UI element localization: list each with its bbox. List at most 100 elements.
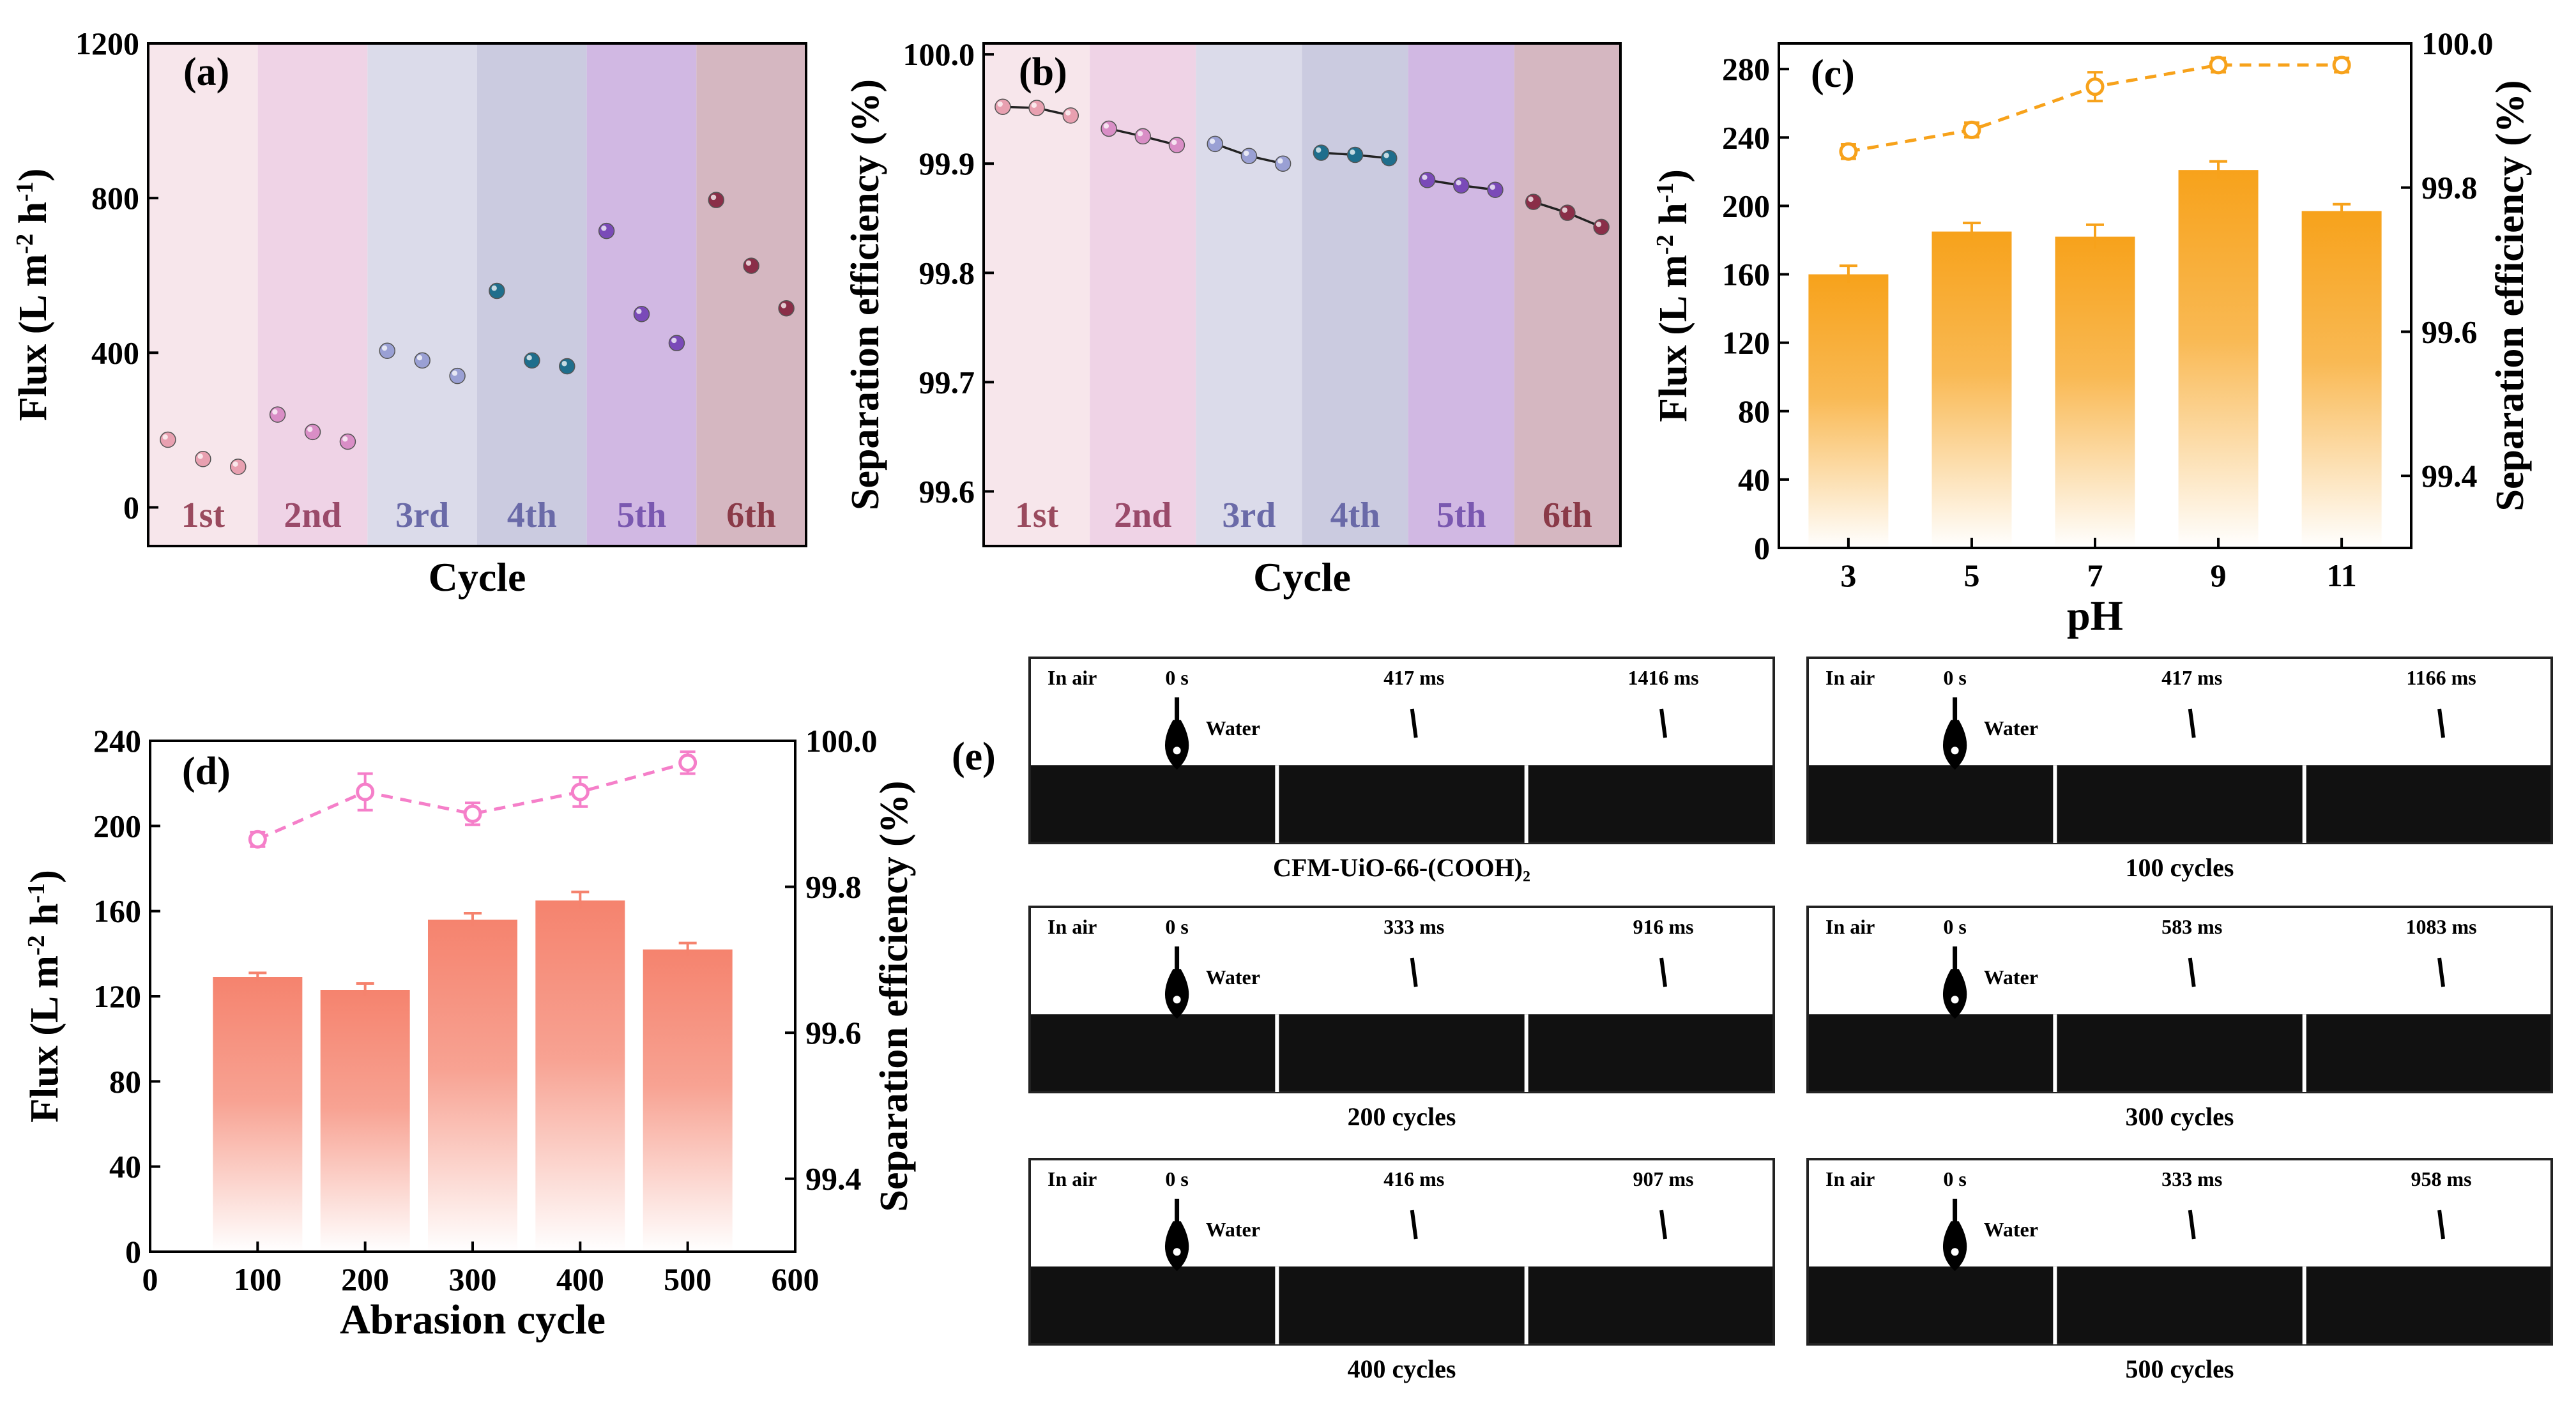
flux-bar xyxy=(2178,170,2259,548)
cycle-band xyxy=(257,43,368,546)
flux-bar xyxy=(1932,231,2012,548)
flux-bar xyxy=(535,900,625,1252)
water-label: Water xyxy=(1206,966,1260,989)
y-tick-label: 160 xyxy=(1722,257,1770,292)
data-point xyxy=(1134,128,1151,145)
data-point-highlight xyxy=(1316,147,1322,153)
frame-label-time: 0 s xyxy=(1943,666,1966,689)
panel-b: 1st 2nd 3rd 4th 5th 6th 99.6 99.7 99.8 99.9 100.0 (… xyxy=(844,36,1622,600)
x-tick-label: 300 xyxy=(449,1261,497,1297)
water-label: Water xyxy=(1206,1218,1260,1241)
water-label: Water xyxy=(1984,1218,2038,1241)
data-point xyxy=(230,459,247,475)
water-label: Water xyxy=(1984,717,2038,740)
water-droplet xyxy=(1942,969,1967,1019)
frame-label-time: 0 s xyxy=(1943,1167,1966,1190)
data-point xyxy=(1168,137,1185,153)
y2-tick-label: 99.4 xyxy=(805,1161,862,1197)
frame-label-time: 1166 ms xyxy=(2406,666,2476,689)
data-point-highlight xyxy=(272,409,278,415)
efficiency-point xyxy=(463,804,482,823)
data-point xyxy=(1274,155,1292,172)
y-tick-label: 0 xyxy=(123,489,139,525)
droplet-highlight xyxy=(1173,1248,1181,1256)
frame-divider xyxy=(2302,765,2306,843)
band-label: 4th xyxy=(1330,496,1380,535)
x-tick-label: 9 xyxy=(2211,558,2227,593)
frame-label-time: 907 ms xyxy=(1633,1167,1693,1190)
panel-c: 0 40 80 120 160 200 240 280 99.4 99.6 99.8 100.0 3 5 7… xyxy=(1652,26,2532,639)
data-point-highlight xyxy=(381,345,388,351)
frame-divider xyxy=(1275,1266,1279,1344)
needle-tip xyxy=(2188,708,2196,738)
panel-label: (b) xyxy=(1019,50,1067,94)
data-point-highlight xyxy=(416,355,423,361)
cycle-band xyxy=(1196,43,1302,546)
data-point xyxy=(1525,194,1542,210)
needle-tip xyxy=(1659,1210,1668,1240)
y-tick-label: 80 xyxy=(1738,393,1770,429)
frame-label-time: 916 ms xyxy=(1633,915,1693,938)
frame-divider xyxy=(2302,1266,2306,1344)
needle-tip xyxy=(2437,708,2446,738)
efficiency-point xyxy=(2209,56,2228,75)
cycle-band xyxy=(1514,43,1620,546)
data-point-highlight xyxy=(1277,158,1283,164)
efficiency-point xyxy=(248,830,267,849)
y-tick-label: 800 xyxy=(91,180,139,216)
frame-label-time: 333 ms xyxy=(1383,915,1444,938)
y-tick-label: 99.9 xyxy=(919,146,975,181)
water-label: Water xyxy=(1984,966,2038,989)
droplet-highlight xyxy=(1951,747,1959,755)
data-point xyxy=(160,431,176,448)
needle-tip xyxy=(2437,1210,2446,1240)
contact-angle-photo: In air 0 s 333 ms 916 ms Water 200 cycles xyxy=(1028,906,1775,1131)
data-point-highlight xyxy=(1383,153,1389,158)
data-point xyxy=(1028,100,1045,116)
efficiency-point xyxy=(678,753,697,772)
data-point-highlight xyxy=(1456,180,1461,186)
y-tick-label: 400 xyxy=(91,335,139,370)
needle-tip xyxy=(1410,1210,1418,1240)
frame-label-time: 0 s xyxy=(1165,666,1188,689)
frame-divider xyxy=(1524,1266,1528,1344)
data-point-highlight xyxy=(1209,139,1216,144)
data-point-highlight xyxy=(1490,184,1495,190)
data-point-highlight xyxy=(232,461,238,467)
y-tick-label: 0 xyxy=(125,1234,141,1270)
panel-d: 0 40 80 120 160 200 240 99.4 99.6 99.8 100.0 0 100 20… xyxy=(23,723,916,1343)
needle-tip xyxy=(2188,957,2196,987)
data-point-highlight xyxy=(526,355,532,361)
needle-tip xyxy=(1410,708,1418,738)
frame-divider xyxy=(1275,765,1279,843)
x-tick-label: 11 xyxy=(2326,558,2356,593)
frame-divider xyxy=(2053,765,2057,843)
data-point xyxy=(449,367,466,384)
data-point xyxy=(1487,181,1504,199)
efficiency-point xyxy=(2085,77,2105,96)
flux-bar xyxy=(643,949,733,1252)
efficiency-point xyxy=(1962,120,1981,139)
contact-angle-photo: In air 0 s 416 ms 907 ms Water 400 cycles xyxy=(1028,1158,1775,1383)
frame-divider xyxy=(1275,1014,1279,1092)
data-point xyxy=(524,352,540,369)
membrane-surface xyxy=(1809,1014,2550,1091)
data-point-highlight xyxy=(1596,222,1602,227)
data-point xyxy=(633,306,650,323)
y2-tick-label: 99.8 xyxy=(805,869,862,905)
water-droplet xyxy=(1164,969,1189,1019)
frame-label-time: 0 s xyxy=(1943,915,1966,938)
data-point xyxy=(708,192,724,208)
y-tick-label: 40 xyxy=(1738,462,1770,497)
data-point xyxy=(1559,204,1576,221)
x-tick-label: 600 xyxy=(772,1261,819,1297)
y-tick-label: 200 xyxy=(93,808,141,844)
data-point-highlight xyxy=(1171,139,1177,146)
frame-label-time: 0 s xyxy=(1165,915,1188,938)
y-tick-label: 240 xyxy=(93,723,141,759)
y-axis-title: Flux (L m-2 h-1) xyxy=(23,870,66,1123)
x-tick-label: 0 xyxy=(142,1261,158,1297)
droplet-highlight xyxy=(1173,996,1181,1004)
frame-label-time: 1083 ms xyxy=(2405,915,2476,938)
x-tick-label: 100 xyxy=(234,1261,282,1297)
